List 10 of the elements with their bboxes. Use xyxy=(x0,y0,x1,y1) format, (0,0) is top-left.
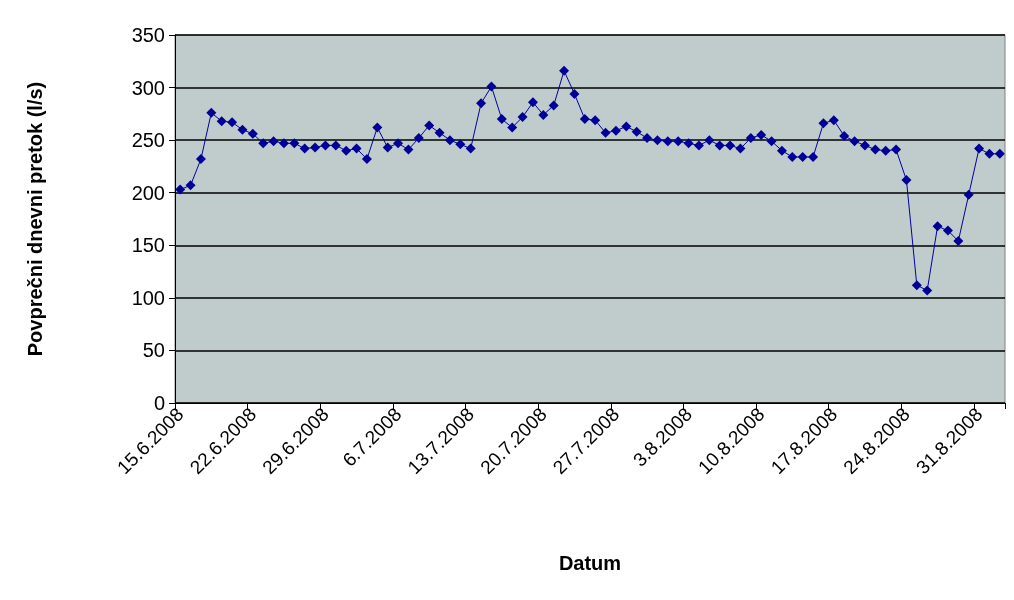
y-tick-label: 300 xyxy=(131,76,165,99)
y-tick-label: 0 xyxy=(153,392,165,414)
y-tick-label: 350 xyxy=(131,24,165,46)
y-tick-label: 150 xyxy=(131,234,165,257)
y-tick-label: 250 xyxy=(131,129,165,152)
y-tick-label: 100 xyxy=(131,286,165,309)
x-axis-title: Datum xyxy=(558,552,622,574)
y-axis-title: Povprečni dnevni pretok (l/s) xyxy=(24,81,46,357)
y-tick-label: 50 xyxy=(142,339,165,362)
y-tick-label: 200 xyxy=(131,181,165,204)
